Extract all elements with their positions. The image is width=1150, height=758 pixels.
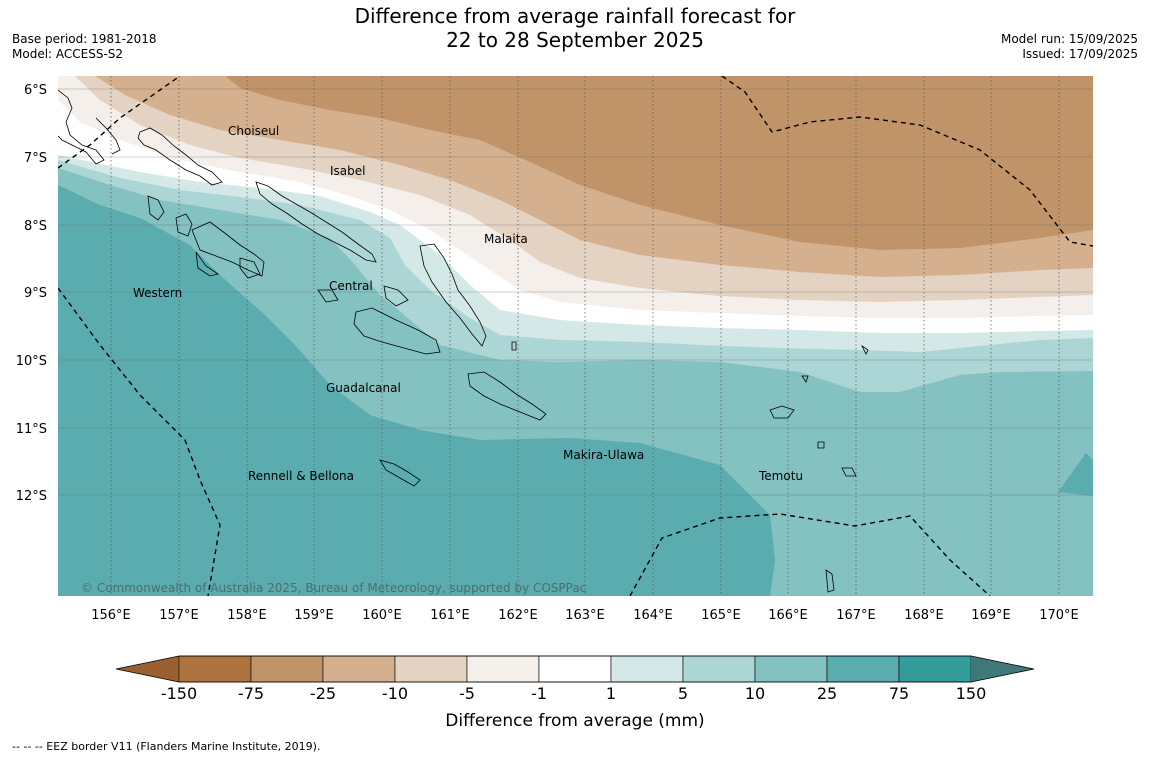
colorbar-tick-label: -25 [310,684,336,703]
colorbar-box [178,655,252,683]
colorbar: -150 -75 -25 -10 -5 -1 1 5 10 25 75 150 Difference … [115,655,1035,731]
colorbar-tick-label: 150 [956,684,987,703]
colorbar-label: Difference from average (mm) [445,711,704,731]
eez-borders [58,76,1093,596]
model-name: Model: ACCESS-S2 [12,47,124,61]
lon-label: 165°E [701,608,741,623]
colorbar-tick-label: -150 [161,684,197,703]
colorbar-tick-label: 10 [745,684,765,703]
place-label-makira-ulawa: Makira-Ulawa [563,448,644,462]
colorbar-tick-label: -1 [531,684,547,703]
colorbar-box [322,655,396,683]
rainfall-map: 6°S 7°S 8°S 9°S 10°S 11°S 12°S 156°E 157… [16,76,1093,731]
title-line-2: 22 to 28 September 2025 [446,28,704,52]
place-label-malaita: Malaita [484,232,528,246]
colorbar-box [466,655,540,683]
lon-label: 168°E [904,608,944,623]
model-run: Model run: 15/09/2025 [1000,32,1138,46]
lat-label: 7°S [24,151,47,166]
lon-label: 161°E [430,608,470,623]
colorbar-tick-label: -10 [382,684,408,703]
lat-label: 8°S [24,219,47,234]
lon-label: 166°E [768,608,808,623]
lat-label: 6°S [24,83,47,98]
place-labels: Choiseul Isabel Malaita Western Central … [133,124,803,483]
coastlines [58,89,869,593]
lon-label: 163°E [565,608,605,623]
colorbar-box [394,655,468,683]
lat-label: 10°S [16,354,47,369]
place-label-guadalcanal: Guadalcanal [326,381,401,395]
colorbar-box [538,655,612,683]
colorbar-tick-label: -5 [459,684,475,703]
issued-date: Issued: 17/09/2025 [1022,47,1138,61]
colorbar-tick-label: -75 [238,684,264,703]
lon-label: 159°E [294,608,334,623]
lat-label: 9°S [24,286,47,301]
latitude-lines [58,88,1093,496]
colorbar-box [610,655,684,683]
colorbar-tick-label: 5 [678,684,688,703]
colorbar-box [754,655,828,683]
title-line-1: Difference from average rainfall forecas… [354,4,796,28]
lon-label: 167°E [836,608,876,623]
lat-label: 12°S [16,489,47,504]
latitude-labels: 6°S 7°S 8°S 9°S 10°S 11°S 12°S [16,83,47,504]
colorbar-box [682,655,756,683]
colorbar-over-triangle [971,656,1034,682]
lon-label: 169°E [971,608,1011,623]
lon-label: 158°E [227,608,267,623]
eez-legend-note: -- -- -- EEZ border V11 (Flanders Marine… [12,740,321,753]
place-label-temotu: Temotu [758,469,803,483]
lon-label: 164°E [633,608,673,623]
colorbar-under-triangle [116,656,179,682]
lon-label: 160°E [362,608,402,623]
colorbar-box [250,655,324,683]
graticule [110,76,1060,596]
base-period: Base period: 1981-2018 [12,32,157,46]
place-label-western: Western [133,286,182,300]
place-label-central: Central [329,279,373,293]
place-label-choiseul: Choiseul [228,124,279,138]
colorbar-box [826,655,900,683]
colorbar-tick-label: 1 [606,684,616,703]
lon-label: 170°E [1039,608,1079,623]
colorbar-box [898,655,972,683]
longitude-labels: 156°E 157°E 158°E 159°E 160°E 161°E 162°… [91,608,1079,623]
lon-label: 162°E [498,608,538,623]
lon-label: 156°E [91,608,131,623]
colorbar-tick-label: 25 [817,684,837,703]
place-label-isabel: Isabel [330,164,365,178]
place-label-rennell-bellona: Rennell & Bellona [248,469,354,483]
copyright-notice: © Commonwealth of Australia 2025, Bureau… [81,581,586,595]
band-25-right [1058,453,1093,496]
lat-label: 11°S [16,422,47,437]
lon-label: 157°E [159,608,199,623]
colorbar-tick-label: 75 [889,684,909,703]
